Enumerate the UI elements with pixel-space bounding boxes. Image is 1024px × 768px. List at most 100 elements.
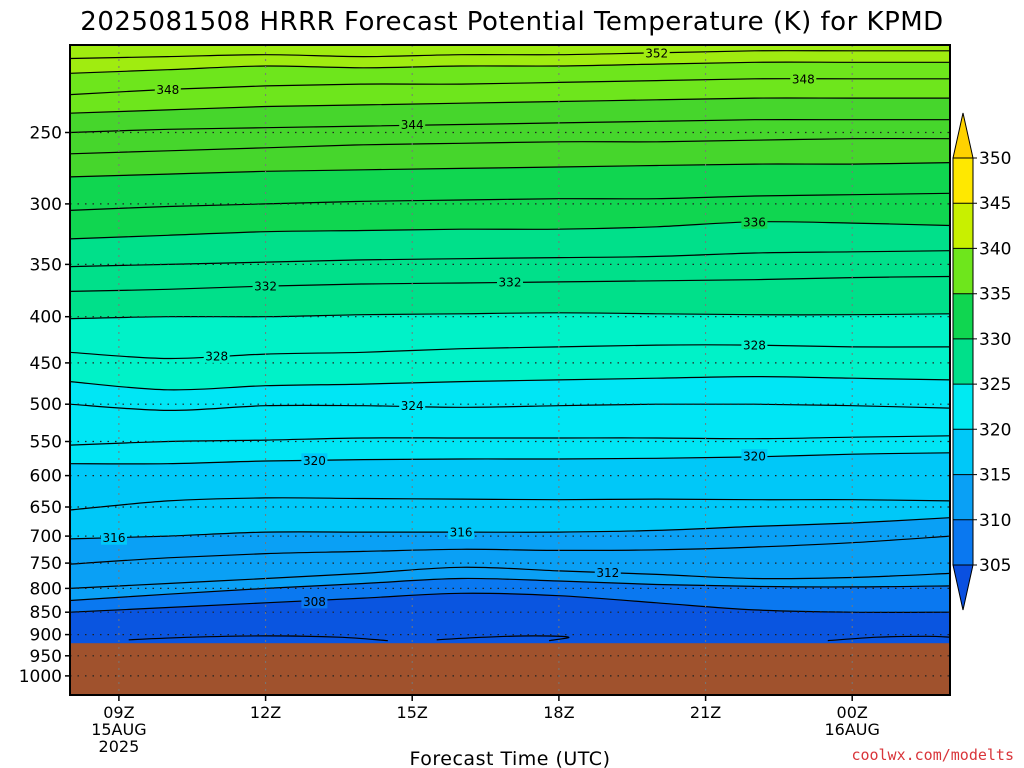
contour-label: 348 [156,83,179,97]
contour-label: 308 [303,595,326,609]
y-tick-label: 350 [30,255,62,275]
contour-318 [70,497,950,511]
x-tick-label: 00Z [837,703,868,722]
colorbar-segment [953,158,973,204]
contour-334 [70,250,950,268]
contour-label-bg-3 [448,525,475,540]
x-tick-label: 21Z [690,703,721,722]
contour-label-bg-5 [741,449,768,464]
y-tick-label: 500 [30,395,62,415]
colorbar-segment [953,519,973,565]
colorbar-label: 305 [979,556,1011,576]
x-tick-label: 16AUG [824,720,879,739]
x-axis-label: Forecast Time (UTC) [410,748,611,768]
y-tick-label: 250 [30,124,62,144]
contour-label-bg-12 [399,117,426,132]
ground-below-surface [70,643,950,695]
colorbar-extend-bottom [952,564,974,611]
contour-label: 320 [303,454,326,468]
contour-label-bg-8 [741,338,768,353]
contour-label-bg-13 [154,82,181,97]
contour-308 [70,592,950,613]
contour-labels: 308 312 316 316 320 320 324 328 328 332 332 336 344 3… [101,45,817,609]
colorbar-label: 340 [979,239,1011,259]
colorbar-segment [953,429,973,475]
low-contour-2 [827,635,950,642]
colorbar-label: 315 [979,466,1011,486]
chart-title: 2025081508 HRRR Forecast Potential Tempe… [80,7,943,37]
contour-336 [70,221,950,240]
colorbar-label: 320 [979,420,1011,440]
contour-320 [70,452,950,465]
contour-310 [70,577,950,602]
band-352 [70,45,950,59]
colorbar-segment [953,338,973,385]
y-tick-label: 450 [30,354,62,374]
contour-label-bg-6 [399,398,426,413]
y-tick-label: 900 [30,626,62,646]
colorbar-label: 330 [979,330,1011,350]
contour-350 [70,61,950,74]
colorbar-segment [953,474,973,520]
contour-label-bg-14 [790,71,817,86]
contour-label: 328 [743,339,766,353]
contour-316 [70,517,950,540]
contour-label: 352 [645,46,668,60]
contour-label-bg-7 [203,348,230,363]
contour-label: 316 [103,531,126,545]
y-tick-label: 700 [30,527,62,547]
colorbar-segment [953,384,973,430]
contour-lines [70,50,950,642]
colorbar-label: 325 [979,375,1011,395]
contour-label-bg-11 [741,214,768,229]
contour-label-bg-2 [101,530,127,545]
contour-label-bg-9 [252,279,279,294]
low-contour-0 [128,635,388,642]
contour-label: 336 [743,215,766,229]
y-tick-label: 750 [30,554,62,574]
colorbar-label: 335 [979,285,1011,305]
low-contour-1 [436,635,570,642]
y-tick-label: 1000 [19,667,62,687]
contour-326 [70,375,950,391]
contour-344 [70,119,950,134]
x-tick-label: 15Z [397,703,428,722]
contour-346 [70,97,950,114]
contour-label: 312 [596,566,619,580]
contour-314 [70,535,950,565]
contour-352 [70,50,950,60]
y-tick-label: 650 [30,498,62,518]
colorbar: 305 310 315 320 325 330 335 340 345 350 [952,112,1011,611]
contour-label: 344 [401,118,424,132]
contour-label: 332 [499,275,522,289]
contour-label-bg-10 [497,274,523,289]
contour-label-bg-15 [643,45,670,60]
x-tick-label: 15AUG [91,720,146,739]
plot-frame [69,44,951,696]
contour-label: 324 [401,399,424,413]
contour-312 [70,566,950,589]
credit-text: coolwx.com/modelts [851,746,1014,764]
y-tick-label: 400 [30,308,62,328]
colorbar-extend-top [952,112,974,159]
y-tick-label: 950 [30,647,62,667]
x-tick-label: 2025 [99,737,140,756]
contour-label: 316 [450,526,473,540]
contour-330 [70,312,950,320]
contour-label: 348 [792,72,815,86]
y-axis-ticks: 250 300 350 400 450 500 550 600 650 700 750 800 850 9… [19,124,70,687]
x-tick-label: 09Z [103,703,134,722]
y-tick-label: 300 [30,195,62,215]
contour-label-bg-4 [301,453,328,468]
colorbar-label: 310 [979,511,1011,531]
contour-340 [70,162,950,178]
contour-label: 320 [743,450,766,464]
contour-label-bg-1 [594,565,621,580]
colorbar-segment [953,203,973,249]
contour-338 [70,192,950,211]
contour-324 [70,403,950,412]
contour-label: 332 [254,280,277,294]
colorbar-label: 350 [979,149,1011,169]
